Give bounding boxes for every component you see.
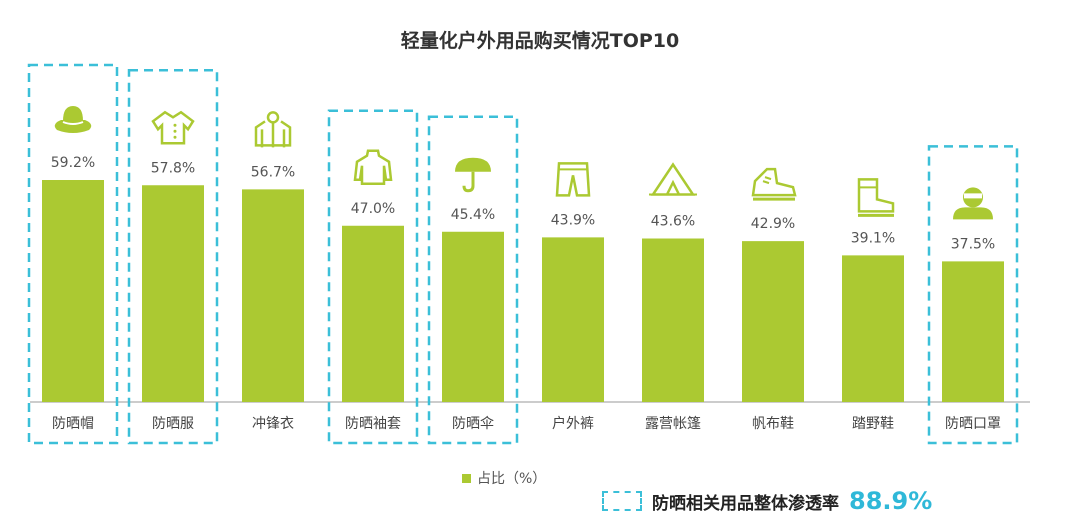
- penetration-value: 88.9%: [849, 487, 933, 515]
- canvas-shoe-icon: [751, 167, 797, 201]
- value-label: 47.0%: [351, 201, 395, 217]
- category-label: 帆布鞋: [752, 416, 794, 432]
- bar-帆布鞋: [742, 241, 804, 402]
- category-label: 防晒口罩: [945, 416, 1001, 432]
- dashed-box-key: [602, 491, 642, 511]
- bar-防晒伞: [442, 231, 504, 402]
- bar-户外裤: [542, 237, 604, 402]
- value-label: 43.6%: [651, 214, 695, 230]
- bar-防晒服: [142, 185, 204, 402]
- hiking-boot-icon: [857, 178, 895, 217]
- hat-icon: [54, 106, 92, 133]
- category-label: 防晒伞: [452, 415, 494, 432]
- face-mask-icon: [953, 187, 993, 220]
- bar-踏野鞋: [842, 255, 904, 402]
- highlight-box: [27, 63, 119, 445]
- highlight-box: [427, 115, 519, 445]
- value-label: 37.5%: [951, 236, 995, 252]
- value-label: 43.9%: [551, 212, 595, 228]
- bar-冲锋衣: [242, 189, 304, 402]
- category-label: 防晒袖套: [345, 416, 401, 432]
- category-label: 露营帐篷: [645, 416, 701, 432]
- bar-防晒口罩: [942, 261, 1004, 402]
- highlight-box: [127, 69, 219, 445]
- pants-icon: [555, 162, 591, 197]
- category-label: 防晒帽: [52, 416, 94, 432]
- penetration-label: 防晒相关用品整体渗透率: [652, 493, 839, 514]
- bar-防晒帽: [42, 180, 104, 402]
- value-label: 45.4%: [451, 207, 495, 223]
- highlight-box: [927, 145, 1019, 445]
- hooded-jacket-icon: [254, 111, 292, 148]
- value-label: 56.7%: [251, 164, 295, 180]
- sun-jacket-icon: [151, 110, 195, 145]
- value-label: 59.2%: [51, 155, 95, 171]
- penetration-note: 防晒相关用品整体渗透率 88.9%: [602, 487, 932, 515]
- bar-防晒袖套: [342, 225, 404, 402]
- sleeve-shirt-icon: [353, 149, 393, 185]
- category-label: 防晒服: [152, 416, 194, 432]
- legend-label: 占比（%）: [477, 471, 547, 487]
- chart-title: 轻量化户外用品购买情况TOP10: [400, 30, 680, 52]
- umbrella-icon: [455, 157, 491, 193]
- value-label: 39.1%: [851, 230, 895, 246]
- bar-露营帐篷: [642, 238, 704, 402]
- value-label: 57.8%: [151, 160, 195, 176]
- category-label: 冲锋衣: [252, 416, 294, 432]
- legend: 占比（%）: [462, 468, 546, 488]
- value-label: 42.9%: [751, 216, 795, 232]
- legend-swatch: [462, 473, 471, 483]
- category-label: 户外裤: [552, 415, 594, 432]
- category-label: 踏野鞋: [852, 416, 894, 432]
- tent-icon: [649, 162, 697, 196]
